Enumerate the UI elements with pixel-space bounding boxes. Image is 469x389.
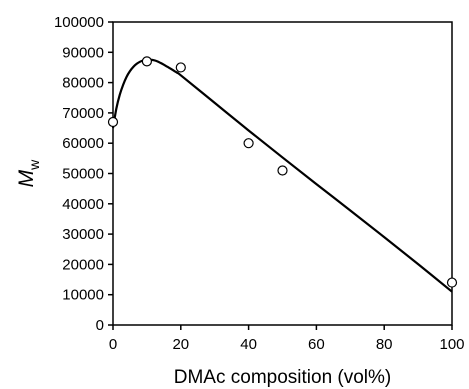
x-tick-label: 20 bbox=[172, 336, 189, 353]
x-tick-label: 100 bbox=[439, 336, 464, 353]
y-tick-label: 70000 bbox=[62, 105, 104, 122]
fit-curve bbox=[111, 58, 453, 293]
x-axis-title: DMAc composition (vol%) bbox=[174, 367, 392, 388]
y-tick-label: 10000 bbox=[62, 287, 104, 304]
y-tick-label: 40000 bbox=[62, 196, 104, 213]
fit-curve-layer bbox=[111, 58, 453, 293]
x-axis: 0 20 40 60 80 100 bbox=[109, 325, 465, 353]
y-tick-label: 30000 bbox=[62, 226, 104, 243]
y-axis-title: Mw bbox=[15, 159, 42, 188]
y-tick-label: 0 bbox=[96, 317, 104, 334]
data-point bbox=[141, 56, 152, 67]
y-tick-label: 90000 bbox=[62, 44, 104, 61]
x-tick-label: 40 bbox=[240, 336, 257, 353]
x-tick-label: 60 bbox=[308, 336, 325, 353]
y-axis: 0 10000 20000 30000 40000 50000 60000 70000 8000… bbox=[54, 14, 113, 334]
data-point bbox=[446, 277, 458, 288]
y-tick-label: 60000 bbox=[62, 135, 104, 152]
y-axis-title-main: M bbox=[15, 169, 38, 187]
data-point bbox=[277, 165, 288, 176]
x-tick-label: 80 bbox=[376, 336, 393, 353]
x-tick-label: 0 bbox=[109, 336, 117, 353]
data-point bbox=[107, 116, 119, 128]
y-tick-label: 50000 bbox=[62, 166, 104, 183]
data-points-layer bbox=[107, 56, 458, 288]
data-point bbox=[243, 138, 254, 149]
y-axis-title-subscript: w bbox=[26, 159, 42, 171]
y-tick-label: 20000 bbox=[62, 256, 104, 273]
data-point bbox=[175, 62, 186, 73]
y-tick-label: 80000 bbox=[62, 75, 104, 92]
y-tick-label: 100000 bbox=[54, 14, 104, 31]
